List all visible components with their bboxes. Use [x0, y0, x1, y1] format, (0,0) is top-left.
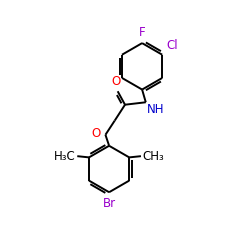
Text: O: O [92, 127, 101, 140]
Text: NH: NH [147, 104, 164, 117]
Text: F: F [139, 26, 145, 40]
Text: Br: Br [102, 196, 116, 209]
Text: O: O [111, 75, 120, 88]
Text: H₃C: H₃C [54, 150, 76, 163]
Text: CH₃: CH₃ [142, 150, 164, 163]
Text: Cl: Cl [166, 39, 178, 52]
